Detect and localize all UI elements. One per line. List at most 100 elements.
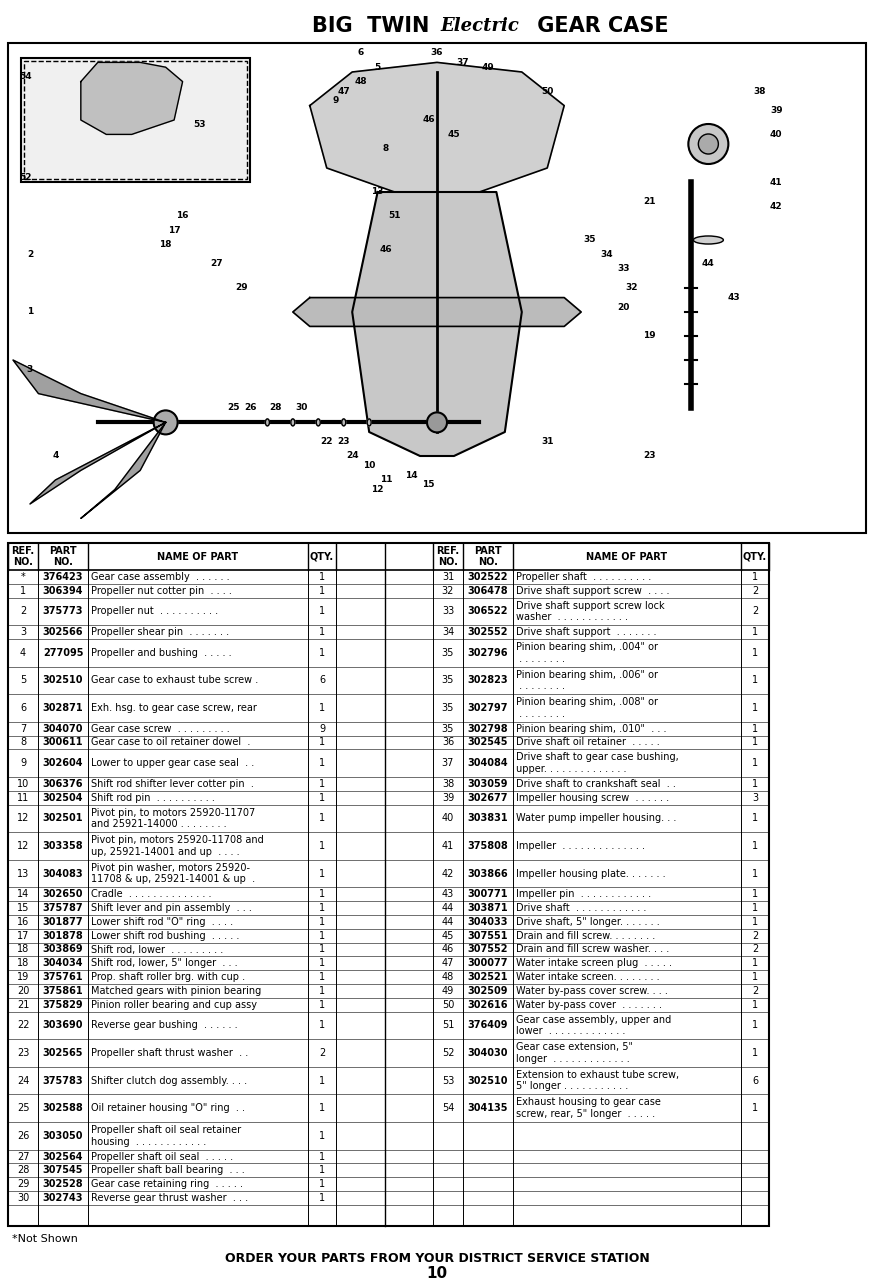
Text: 37: 37 (456, 58, 468, 67)
Text: 302798: 302798 (468, 724, 509, 734)
Text: 25: 25 (17, 1103, 29, 1113)
Text: 4: 4 (20, 648, 26, 658)
Text: 50: 50 (442, 999, 454, 1009)
Text: 1: 1 (752, 628, 758, 637)
Bar (8, 44, 866, 533)
Text: 15: 15 (422, 480, 434, 489)
Text: 32: 32 (442, 585, 454, 596)
Text: Propeller shaft thrust washer  . .: Propeller shaft thrust washer . . (91, 1048, 248, 1058)
Text: 1: 1 (319, 758, 325, 769)
Polygon shape (80, 63, 183, 135)
Text: Gear case retaining ring  . . . . .: Gear case retaining ring . . . . . (91, 1179, 243, 1189)
Text: 1: 1 (319, 1103, 325, 1113)
Text: 17: 17 (17, 931, 29, 940)
Text: 6: 6 (319, 675, 325, 685)
Text: 24: 24 (346, 451, 358, 460)
Text: 1: 1 (752, 1103, 758, 1113)
Text: 304084: 304084 (468, 758, 509, 769)
Text: 37: 37 (442, 758, 454, 769)
Text: 31: 31 (442, 571, 454, 582)
Text: ORDER YOUR PARTS FROM YOUR DISTRICT SERVICE STATION: ORDER YOUR PARTS FROM YOUR DISTRICT SERV… (225, 1253, 649, 1266)
Text: 2: 2 (27, 250, 33, 259)
Text: Pinion bearing shim, .010"  . . .: Pinion bearing shim, .010" . . . (516, 724, 667, 734)
Text: 302522: 302522 (468, 571, 509, 582)
Text: BIG  TWIN: BIG TWIN (312, 15, 437, 36)
Text: Propeller nut  . . . . . . . . . .: Propeller nut . . . . . . . . . . (91, 606, 218, 616)
Text: 302545: 302545 (468, 738, 509, 748)
Text: 54: 54 (442, 1103, 454, 1113)
Text: 302743: 302743 (43, 1193, 83, 1203)
Text: 43: 43 (442, 889, 454, 899)
Text: 48: 48 (354, 77, 367, 86)
Text: Reverse gear bushing  . . . . . .: Reverse gear bushing . . . . . . (91, 1021, 238, 1030)
Text: 1: 1 (752, 813, 758, 824)
Text: 21: 21 (17, 999, 29, 1009)
Text: 3: 3 (27, 365, 33, 374)
Text: Impeller  . . . . . . . . . . . . . .: Impeller . . . . . . . . . . . . . . (516, 842, 645, 851)
Text: 41: 41 (442, 842, 454, 851)
Text: 1: 1 (319, 972, 325, 983)
Text: Propeller shaft  . . . . . . . . . .: Propeller shaft . . . . . . . . . . (516, 571, 651, 582)
Text: *Not Shown: *Not Shown (12, 1234, 78, 1244)
Text: 1: 1 (752, 869, 758, 879)
Text: 35: 35 (442, 648, 454, 658)
Text: 13: 13 (17, 869, 29, 879)
Text: 41: 41 (770, 178, 782, 187)
Text: 306478: 306478 (468, 585, 509, 596)
Text: 49: 49 (482, 63, 495, 72)
Text: 29: 29 (17, 1179, 29, 1189)
Text: Propeller nut cotter pin  . . . .: Propeller nut cotter pin . . . . (91, 585, 232, 596)
Text: 20: 20 (617, 302, 630, 311)
Text: 301877: 301877 (43, 917, 83, 927)
Text: 1: 1 (319, 628, 325, 637)
Text: 1: 1 (752, 1048, 758, 1058)
Text: 12: 12 (17, 842, 29, 851)
Text: 303831: 303831 (468, 813, 509, 824)
Text: 30: 30 (295, 404, 308, 412)
Text: 1: 1 (319, 606, 325, 616)
Text: 4: 4 (52, 451, 59, 460)
Text: Electric: Electric (440, 17, 519, 35)
Text: 375773: 375773 (43, 606, 83, 616)
Circle shape (427, 412, 447, 433)
Text: 39: 39 (442, 793, 454, 803)
Text: 35: 35 (442, 703, 454, 714)
Text: 303059: 303059 (468, 779, 509, 789)
Text: 1: 1 (752, 1021, 758, 1030)
Text: 44: 44 (442, 917, 454, 927)
Text: NAME OF PART: NAME OF PART (586, 552, 668, 561)
Text: 40: 40 (770, 129, 782, 138)
Text: 26: 26 (17, 1131, 29, 1141)
Text: 18: 18 (17, 958, 29, 968)
Text: 1: 1 (319, 944, 325, 954)
Text: 1: 1 (319, 986, 325, 995)
Text: 1: 1 (319, 999, 325, 1009)
Text: 1: 1 (752, 703, 758, 714)
Text: 375761: 375761 (43, 972, 83, 983)
Text: 11: 11 (380, 475, 392, 484)
Text: Propeller shear pin  . . . . . . .: Propeller shear pin . . . . . . . (91, 628, 229, 637)
Text: Cradle  . . . . . . . . . . . . . .: Cradle . . . . . . . . . . . . . . (91, 889, 212, 899)
Text: 10: 10 (427, 1266, 447, 1281)
Text: Gear case extension, 5"
longer  . . . . . . . . . . . . .: Gear case extension, 5" longer . . . . .… (516, 1043, 633, 1063)
Text: 302616: 302616 (468, 999, 509, 1009)
Text: Gear case screw  . . . . . . . . .: Gear case screw . . . . . . . . . (91, 724, 230, 734)
Text: 31: 31 (541, 437, 553, 446)
Text: 376409: 376409 (468, 1021, 509, 1030)
Text: 303871: 303871 (468, 903, 509, 913)
Text: 1: 1 (319, 958, 325, 968)
Text: Impeller pin  . . . . . . . . . . . .: Impeller pin . . . . . . . . . . . . (516, 889, 651, 899)
Text: 6: 6 (752, 1076, 758, 1085)
Text: Shifter clutch dog assembly. . . .: Shifter clutch dog assembly. . . . (91, 1076, 247, 1085)
Text: 1: 1 (319, 842, 325, 851)
Text: 302796: 302796 (468, 648, 509, 658)
Ellipse shape (367, 419, 371, 425)
Text: PART
NO.: PART NO. (475, 546, 502, 567)
Polygon shape (13, 360, 166, 423)
Polygon shape (293, 297, 581, 327)
Text: 302565: 302565 (43, 1048, 83, 1058)
Text: 304033: 304033 (468, 917, 509, 927)
Bar (24, 60, 247, 179)
Text: 375861: 375861 (43, 986, 83, 995)
Text: 1: 1 (319, 889, 325, 899)
